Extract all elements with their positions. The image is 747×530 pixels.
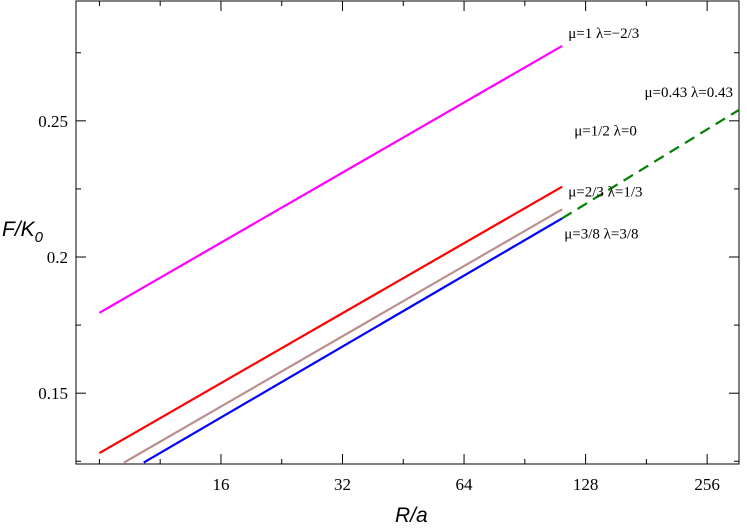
series-line xyxy=(123,208,563,464)
y-tick-label: 0.25 xyxy=(38,112,68,131)
x-tick-label: 64 xyxy=(456,475,474,494)
y-axis-title-main: F/K xyxy=(2,218,36,241)
series-label: μ=2/3 λ=1/3 xyxy=(568,184,642,200)
y-axis-title-subscript: 0 xyxy=(35,229,44,246)
y-axis-title: F/K0 xyxy=(2,218,44,246)
x-axis-title: R/a xyxy=(395,504,428,527)
y-axis-ticks: 0.15 0.2 0.25 xyxy=(38,52,739,462)
x-tick-label: 32 xyxy=(334,475,351,494)
series-layer xyxy=(98,44,740,464)
y-tick-label: 0.2 xyxy=(47,248,68,267)
series-line xyxy=(98,44,563,314)
series-line xyxy=(98,185,563,455)
series-label: μ=0.43 λ=0.43 xyxy=(645,85,733,101)
series-line xyxy=(143,217,563,464)
series-line xyxy=(561,108,740,220)
x-axis-ticks: 16 32 64 128 256 xyxy=(98,1,720,494)
plot-frame xyxy=(75,0,740,465)
series-label: μ=1/2 λ=0 xyxy=(574,124,637,140)
x-tick-label: 16 xyxy=(212,475,229,494)
x-tick-label: 128 xyxy=(573,475,599,494)
x-tick-label: 256 xyxy=(694,475,720,494)
series-label: μ=3/8 λ=3/8 xyxy=(564,226,638,242)
series-label: μ=1 λ=−2/3 xyxy=(568,26,639,42)
y-tick-label: 0.15 xyxy=(38,384,68,403)
series-labels: μ=1 λ=−2/3 μ=1/2 λ=0 μ=2/3 λ=1/3 μ=3/8 λ=3/… xyxy=(564,26,733,242)
